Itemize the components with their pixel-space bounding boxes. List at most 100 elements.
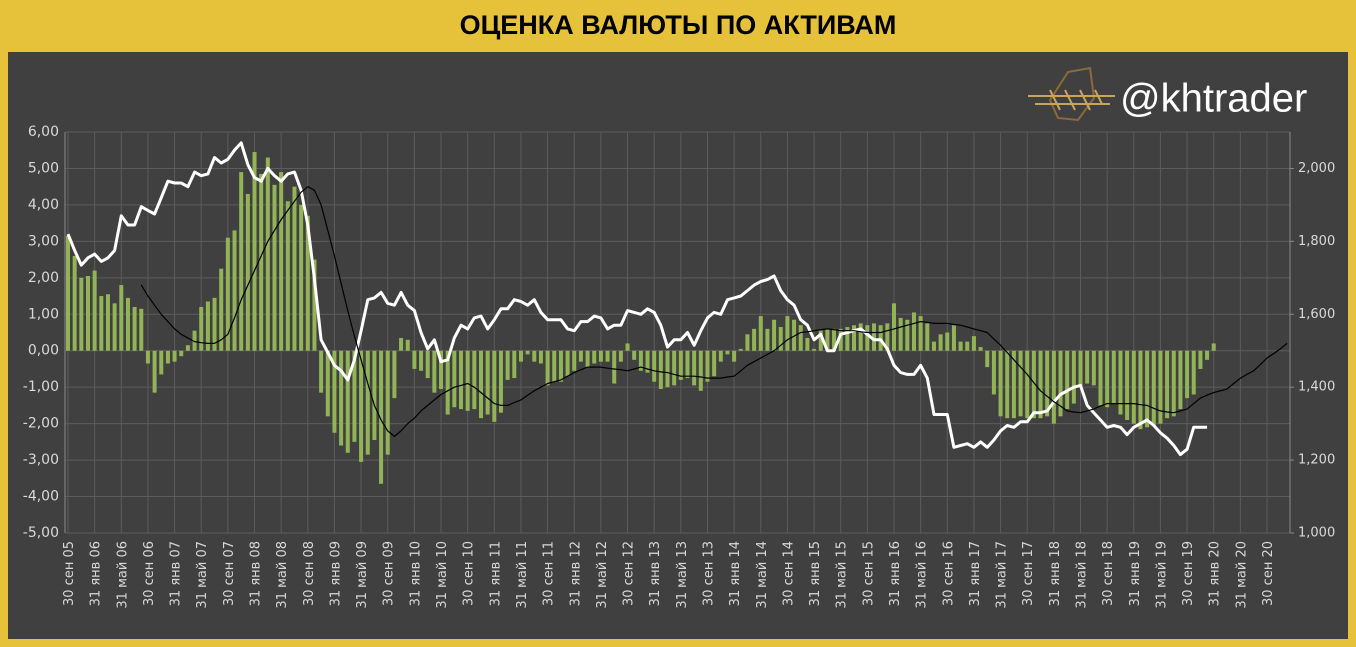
bar	[778, 327, 783, 351]
x-tick-label: 31 янв 07	[169, 541, 184, 606]
y-tick-label: 6,00	[28, 124, 59, 140]
x-tick-label: 31 май 12	[595, 541, 610, 609]
bar	[685, 350, 690, 379]
bar	[558, 350, 563, 382]
bar	[1151, 350, 1156, 426]
bar	[931, 341, 936, 351]
x-tick-label: 30 сен 12	[622, 541, 637, 606]
y-tick-label: 2,00	[28, 270, 59, 286]
bar	[885, 323, 890, 351]
bar	[99, 296, 104, 351]
bar	[425, 350, 430, 379]
x-tick-label: 31 янв 19	[1128, 541, 1143, 606]
bar	[1145, 350, 1150, 428]
x-tick-label: 31 май 16	[915, 541, 930, 609]
bar	[185, 345, 190, 351]
bar	[439, 350, 444, 390]
x-tick-label: 30 сен 16	[941, 541, 956, 606]
x-tick-label: 30 сен 10	[462, 541, 477, 606]
bar	[1058, 350, 1063, 417]
line	[140, 186, 1288, 437]
bar	[1118, 350, 1123, 415]
bar	[465, 350, 470, 411]
x-tick-label: 31 май 15	[835, 541, 850, 609]
bar	[445, 350, 450, 415]
y-tick-label: -1,00	[23, 379, 59, 395]
bar	[219, 268, 224, 351]
bar	[951, 325, 956, 351]
y-tick-label: 0,00	[28, 343, 59, 359]
bar	[1091, 350, 1096, 386]
bar	[245, 193, 250, 351]
bar	[1105, 350, 1110, 408]
bar	[978, 347, 983, 351]
bar	[272, 184, 277, 351]
bar	[165, 350, 170, 364]
bar	[179, 350, 184, 357]
x-tick-label: 31 май 07	[195, 541, 210, 609]
bar	[858, 323, 863, 351]
bar	[632, 350, 637, 360]
bar	[339, 350, 344, 446]
y-tick-label: 3,00	[28, 233, 59, 249]
panel	[8, 52, 1348, 639]
bar	[1191, 350, 1196, 395]
bar	[1005, 350, 1010, 419]
bar	[878, 325, 883, 351]
bar	[1205, 350, 1210, 360]
bar	[1138, 350, 1143, 430]
bar	[1085, 350, 1090, 384]
x-tick-label: 30 сен 08	[302, 541, 317, 606]
bar	[232, 230, 237, 351]
bar	[832, 328, 837, 351]
bar	[492, 350, 497, 422]
bar	[525, 350, 530, 355]
bar	[1158, 350, 1163, 424]
bar	[385, 350, 390, 455]
y-tick-label: -2,00	[23, 416, 59, 432]
bar	[112, 303, 117, 351]
line	[66, 141, 1208, 457]
bar	[372, 350, 377, 441]
y2-tick-label: 1,400	[1298, 380, 1335, 395]
x-tick-label: 31 янв 16	[888, 541, 903, 606]
x-tick-label: 31 янв 13	[648, 541, 663, 606]
bar	[552, 350, 557, 382]
bar	[998, 350, 1003, 417]
x-tick-label: 30 сен 07	[222, 541, 237, 606]
x-tick-label: 31 май 09	[355, 541, 370, 609]
bar	[345, 350, 350, 453]
bar	[872, 323, 877, 351]
bar	[1098, 350, 1103, 406]
bar	[1018, 350, 1023, 417]
x-tick-label: 31 янв 20	[1208, 541, 1223, 606]
y2-tick-label: 1,000	[1298, 526, 1335, 541]
bar	[658, 350, 663, 390]
bar	[432, 350, 437, 393]
x-tick-label: 30 сен 06	[142, 541, 157, 606]
bar	[865, 325, 870, 351]
x-tick-label: 31 янв 10	[408, 541, 423, 606]
bar	[319, 350, 324, 393]
bar	[532, 350, 537, 362]
bar	[891, 303, 896, 351]
bar	[352, 350, 357, 442]
bar	[1025, 350, 1030, 419]
bar	[152, 350, 157, 393]
y-tick-label: 4,00	[28, 197, 59, 213]
bar	[765, 328, 770, 351]
bar	[365, 350, 370, 455]
bar	[159, 350, 164, 375]
bar	[452, 350, 457, 408]
bar	[285, 201, 290, 351]
bar	[698, 350, 703, 391]
bar	[638, 350, 643, 371]
bar	[625, 343, 630, 351]
bar	[538, 350, 543, 364]
bar	[652, 350, 657, 382]
bar	[672, 350, 677, 386]
bar	[705, 350, 710, 382]
x-tick-label: 30 сен 11	[542, 541, 557, 606]
bar	[332, 350, 337, 433]
bar	[105, 294, 110, 351]
